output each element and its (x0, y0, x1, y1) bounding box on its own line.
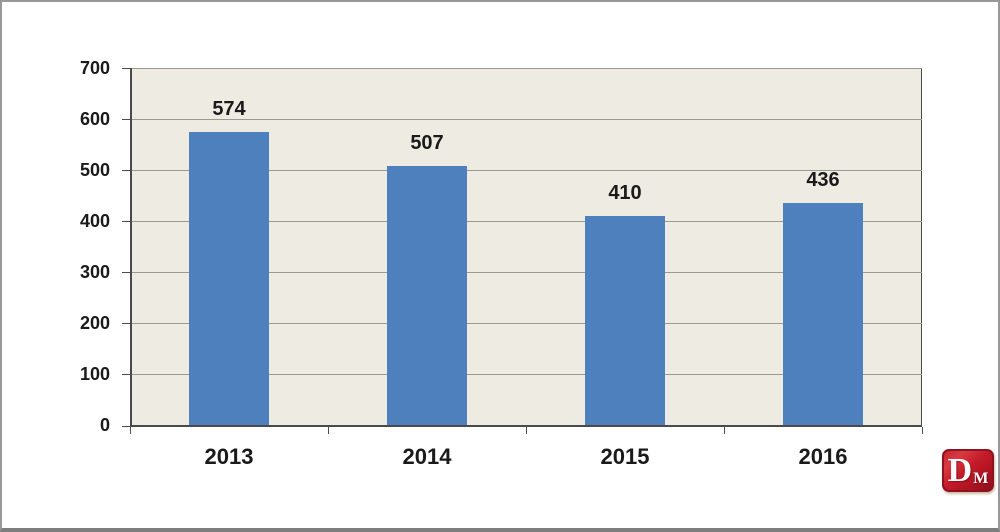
gridline (132, 170, 922, 171)
y-axis-tick (122, 170, 130, 171)
x-axis-tick (328, 427, 329, 434)
bar-value-label: 507 (410, 132, 444, 155)
gridline (132, 68, 922, 69)
y-axis-label: 700 (79, 58, 110, 78)
x-axis-label: 2014 (402, 444, 452, 469)
dm-logo: D M (942, 449, 994, 492)
x-axis-tick (130, 427, 131, 434)
y-axis-label: 0 (99, 415, 110, 435)
gridline (132, 221, 922, 222)
y-axis-tick (122, 119, 130, 120)
y-axis-label: 300 (79, 262, 110, 282)
y-axis-label: 100 (79, 364, 110, 384)
gridline (132, 374, 922, 375)
gridline (132, 119, 922, 120)
y-axis-tick (122, 323, 130, 324)
y-axis-tick (122, 68, 130, 69)
bar (387, 166, 467, 425)
logo-letter-d: D (947, 452, 973, 489)
y-axis-tick (122, 221, 130, 222)
x-axis-label: 2013 (204, 444, 254, 469)
y-axis-tick (122, 272, 130, 273)
y-axis-label: 500 (79, 160, 110, 180)
bar (585, 215, 665, 425)
bar (783, 202, 863, 425)
x-axis-tick (526, 427, 527, 434)
gridline (132, 323, 922, 324)
logo-letter-m: M (973, 470, 989, 487)
bar-value-label: 436 (806, 168, 840, 191)
gridline (132, 272, 922, 273)
y-axis-label: 600 (79, 109, 110, 129)
bar-value-label: 410 (608, 181, 642, 204)
x-axis-label: 2016 (798, 444, 848, 469)
y-axis-tick (122, 374, 130, 375)
bar (189, 132, 269, 425)
x-axis-tick (724, 427, 725, 434)
x-axis-label: 2015 (600, 444, 650, 469)
y-axis-label: 400 (79, 211, 110, 231)
bar-value-label: 574 (212, 98, 246, 121)
x-axis-tick (922, 427, 923, 434)
y-axis-label: 200 (79, 313, 110, 333)
y-axis-tick (122, 426, 130, 427)
